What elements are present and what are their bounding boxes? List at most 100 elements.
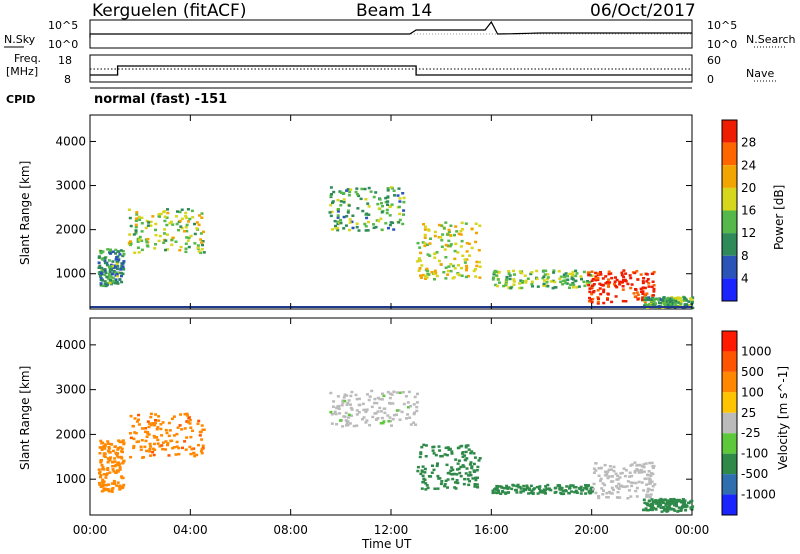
power-cell — [570, 276, 574, 279]
velocity-cell — [192, 452, 195, 455]
power-cell — [610, 300, 614, 304]
velocity-cell — [649, 493, 653, 496]
power-cell — [582, 280, 586, 284]
velocity-cell — [463, 458, 467, 462]
power-cell — [524, 279, 528, 283]
power-cell — [187, 220, 190, 223]
power-cell — [128, 233, 132, 236]
velocity-cell — [112, 470, 116, 473]
power-cell — [166, 248, 169, 251]
cpid-value: normal (fast) -151 — [94, 92, 228, 107]
velocity-cell — [648, 496, 652, 499]
velocity-cell — [529, 484, 533, 488]
velocity-cell — [166, 442, 170, 445]
velocity-cell — [626, 480, 630, 483]
velocity-cell — [171, 447, 175, 450]
xtick-label: 04:00 — [173, 523, 208, 537]
power-colorbar-tick: 24 — [741, 158, 756, 172]
power-cell — [329, 194, 333, 197]
velocity-cell — [152, 434, 156, 438]
power-cell — [643, 304, 646, 307]
velocity-cell — [175, 440, 179, 444]
velocity-cell — [635, 464, 639, 467]
velocity-cell — [177, 446, 181, 450]
velocity-cell — [456, 468, 459, 471]
velocity-cell — [456, 462, 460, 465]
velocity-cell — [149, 412, 153, 416]
power-cell — [342, 215, 346, 219]
power-cell — [188, 217, 192, 221]
velocity-cell — [120, 486, 124, 490]
power-cell — [365, 212, 369, 215]
power-cell — [470, 227, 474, 230]
power-cell — [447, 228, 451, 232]
velocity-cell — [597, 496, 601, 500]
power-cell — [145, 240, 149, 244]
velocity-cell — [537, 487, 541, 491]
power-cell — [673, 304, 677, 308]
velocity-cell — [426, 486, 430, 490]
power-cell — [552, 271, 556, 274]
power-cell — [127, 241, 131, 245]
velocity-cell — [146, 420, 150, 423]
power-cell — [364, 225, 368, 228]
power-cell — [386, 200, 390, 203]
power-cell — [342, 227, 346, 230]
velocity-cell — [114, 463, 118, 467]
power-cell — [601, 283, 605, 287]
power-cell — [433, 269, 437, 273]
velocity-cell — [132, 444, 136, 448]
power-cell — [588, 280, 592, 284]
velocity-cell — [578, 487, 582, 490]
power-cell — [475, 264, 479, 268]
velocity-cell — [400, 410, 404, 414]
velocity-cell — [129, 436, 133, 440]
xtick-label: 16:00 — [474, 523, 509, 537]
velocity-cell — [647, 482, 651, 485]
velocity-cell — [680, 506, 684, 509]
velocity-colorbar-swatch — [722, 453, 737, 475]
velocity-cell — [148, 447, 152, 451]
velocity-cell — [610, 468, 613, 471]
velocity-cell — [614, 472, 618, 476]
power-cell — [467, 242, 471, 246]
power-cell — [387, 226, 390, 230]
velocity-cell — [191, 429, 194, 432]
power-cell — [518, 282, 521, 285]
power-cell — [119, 268, 123, 271]
power-colorbar-tick: 8 — [741, 249, 749, 263]
velocity-cell — [653, 483, 657, 486]
velocity-cell — [453, 486, 457, 489]
power-colorbar-tick: 12 — [741, 226, 756, 240]
velocity-cell — [341, 425, 345, 428]
velocity-cell — [402, 402, 406, 406]
velocity-cell — [536, 492, 540, 495]
velocity-cell — [615, 485, 618, 488]
power-cell — [381, 204, 384, 208]
velocity-cell — [376, 417, 380, 420]
velocity-cell — [160, 434, 164, 437]
power-colorbar-tick: 28 — [741, 136, 756, 150]
power-cell — [645, 280, 649, 283]
velocity-cell — [344, 419, 348, 422]
velocity-cell — [445, 463, 449, 467]
power-cell — [599, 292, 603, 296]
velocity-cell — [185, 420, 189, 423]
power-cell — [571, 286, 575, 289]
power-colorbar-swatch — [722, 142, 737, 166]
velocity-cell — [423, 471, 427, 474]
velocity-cell — [567, 491, 571, 495]
velocity-cell — [594, 491, 598, 495]
velocity-cell — [664, 504, 668, 507]
power-cell — [342, 201, 346, 204]
velocity-cell — [114, 471, 118, 474]
power-cell — [682, 298, 686, 301]
power-cell — [136, 240, 140, 243]
velocity-cell — [437, 445, 441, 448]
velocity-cell — [515, 491, 519, 494]
power-cell — [459, 245, 463, 248]
velocity-cell — [675, 502, 678, 505]
velocity-cell — [177, 452, 181, 456]
velocity-cell — [347, 413, 351, 417]
velocity-cell — [149, 445, 152, 448]
